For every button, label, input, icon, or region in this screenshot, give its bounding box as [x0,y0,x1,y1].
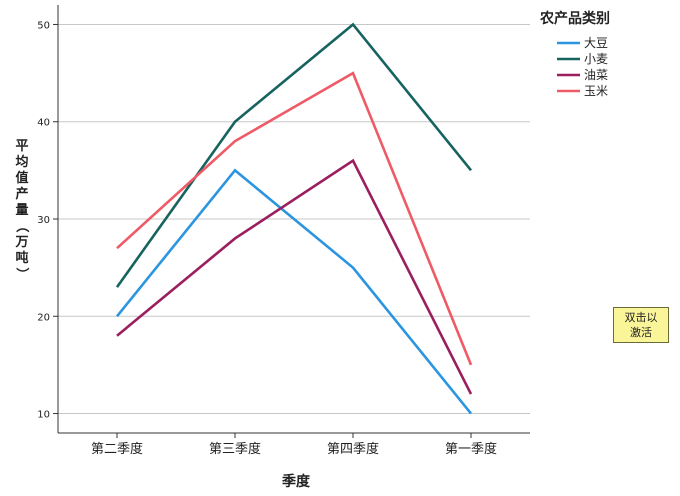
legend-label-2: 油菜 [584,68,608,82]
activate-button-line1: 双击以 [624,311,658,324]
legend-label-3: 玉米 [584,84,608,98]
grid-lines [53,23,530,415]
series-line-2 [116,158,473,395]
series-line-0 [115,168,473,415]
y-axis-label-char-2: 值 [15,170,28,186]
x-tick-label-1: 第三季度 [209,441,261,457]
y-tick-label-40: 40 [37,118,50,129]
axes [57,5,530,438]
y-axis-label-char-4: 量 [15,203,28,218]
y-axis-label-char-5: （ [14,219,30,232]
x-axis-label: 季度 [281,473,311,490]
y-axis-label-char-8: ） [14,267,30,280]
legend-title: 农产品类别 [539,10,610,27]
series-line-1 [115,22,473,288]
tick-labels: 10 20 30 40 50 第二季度 第三季度 第四季度 第一季度 [37,20,497,457]
y-tick-label-30: 30 [37,215,50,226]
x-tick-label-0: 第二季度 [91,441,143,457]
x-tick-label-3: 第一季度 [445,441,497,457]
y-tick-label-20: 20 [37,312,50,323]
activate-button-line2: 激活 [630,326,652,339]
y-axis-label-char-7: 吨 [15,250,28,266]
x-tick-label-2: 第四季度 [327,441,379,457]
y-axis-label-char-6: 万 [14,235,28,250]
legend-label-0: 大豆 [584,36,608,50]
y-axis-label-char-1: 均 [15,154,28,170]
legend-label-1: 小麦 [584,52,608,66]
y-axis-label-char-0: 平 [15,139,28,154]
y-axis-label-char-3: 产 [15,186,28,202]
series-line-3 [116,71,473,366]
y-tick-label-10: 10 [37,410,50,421]
y-tick-label-50: 50 [37,20,50,31]
series-lines [115,22,473,415]
double-click-activate-button[interactable]: 双击以 激活 [613,307,669,343]
